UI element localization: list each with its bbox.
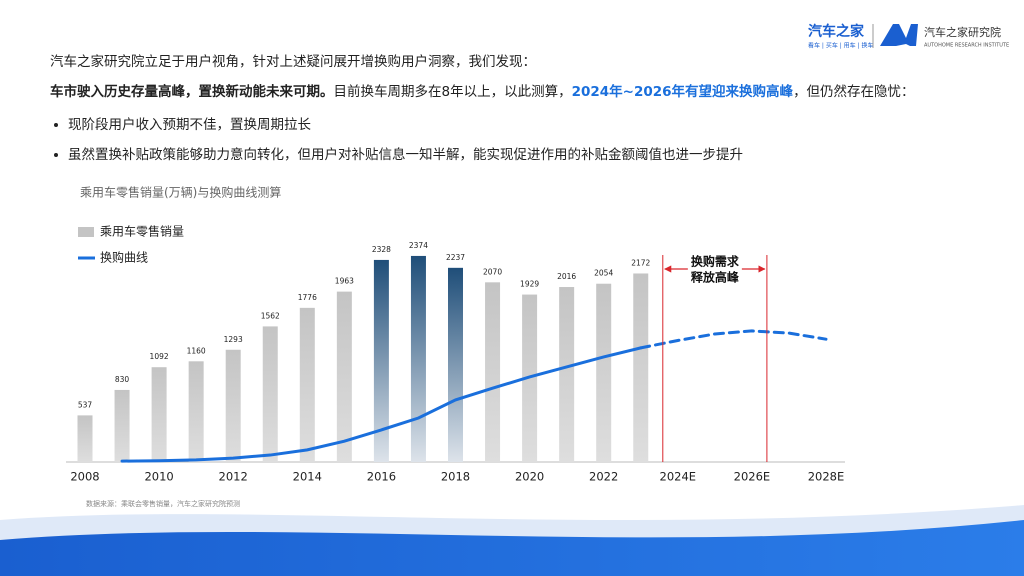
brand-tagline: 看车 | 买车 | 用车 | 换车: [808, 42, 874, 50]
bar: [485, 282, 501, 462]
x-tick-label: 2010: [144, 470, 173, 484]
legend-label: 乘用车零售销量: [100, 224, 184, 239]
finding-highlight: 2024年~2026年有望迎来换购高峰: [572, 83, 794, 100]
value-label: 2054: [594, 269, 613, 278]
x-tick-label: 2024E: [660, 470, 697, 484]
finding-text: 目前换车周期多在8年以上，以此测算，: [334, 83, 572, 100]
bullet: 虽然置换补贴政策能够助力意向转化，但用户对补贴信息一知半解，能实现促进作用的补贴…: [68, 146, 743, 163]
intro: 汽车之家研究院立足于用户视角，针对上述疑问展开增换购用户洞察，我们发现：: [50, 53, 536, 70]
bullet: 现阶段用户收入预期不佳，置换周期拉长: [68, 116, 311, 133]
chart: 2008 2010 2012 2014 2016 2018 2020 2022 2024E 202…: [66, 224, 845, 484]
value-label: 1160: [187, 346, 206, 355]
bullet-dot: [54, 123, 58, 127]
annotation-bg: [687, 270, 742, 286]
finding-text: ，但仍然存在隐忧：: [793, 83, 915, 100]
x-tick-label: 2014: [293, 470, 322, 484]
value-label: 1562: [261, 311, 280, 320]
x-tick-label: 2018: [441, 470, 470, 484]
bar: [559, 287, 575, 462]
brand: 汽车之家: [808, 23, 865, 40]
annotation-bg: [687, 254, 742, 270]
value-label: 2172: [631, 258, 650, 267]
annotation-text: 释放高峰: [691, 270, 740, 285]
bar: [262, 326, 278, 462]
institute: 汽车之家研究院: [924, 25, 1001, 39]
chart-title: 乘用车零售销量(万辆)与换购曲线测算: [80, 185, 281, 200]
institute-en: AUTOHOME RESEARCH INSTITUTE: [924, 43, 1009, 49]
x-tick-label: 2026E: [734, 470, 771, 484]
bullet-dot: [54, 153, 58, 157]
x-tick-label: 2028E: [808, 470, 845, 484]
bar: [410, 255, 426, 462]
x-tick-label: 2008: [70, 470, 99, 484]
value-label: 2237: [446, 253, 465, 262]
value-label: 1776: [298, 293, 317, 302]
bar: [225, 349, 241, 462]
x-tick-label: 2012: [219, 470, 248, 484]
bar: [633, 273, 649, 462]
value-label: 2070: [483, 267, 502, 276]
x-tick-label: 2016: [367, 470, 396, 484]
bar: [448, 267, 463, 462]
value-label: 1293: [224, 335, 243, 344]
bar: [373, 259, 389, 462]
value-label: 1963: [335, 277, 354, 286]
value-label: 1092: [150, 352, 169, 361]
finding-bold: 车市驶入历史存量高峰，置换新动能未来可期。: [50, 83, 334, 100]
wave: [0, 520, 1024, 576]
forecast-line: [639, 329, 828, 350]
bar: [77, 415, 93, 462]
legend-swatch: [78, 227, 94, 237]
value-label: 2328: [372, 245, 391, 254]
value-label: 537: [78, 400, 93, 409]
bar: [336, 291, 352, 462]
value-label: 1929: [520, 280, 539, 289]
bar: [188, 361, 204, 462]
bar: [151, 367, 167, 462]
legend-label: 换购曲线: [100, 250, 148, 265]
bar: [299, 307, 315, 462]
source: 数据来源：乘联会零售销量，汽车之家研究院预测: [86, 499, 240, 508]
value-label: 2374: [409, 241, 428, 250]
value-label: 2016: [557, 272, 576, 281]
x-tick-label: 2020: [515, 470, 544, 484]
annotation-text: 换购需求: [691, 254, 740, 269]
logo-icon: [880, 24, 918, 46]
x-tick-label: 2022: [589, 470, 618, 484]
line: [120, 346, 643, 463]
finding: 车市驶入历史存量高峰，置换新动能未来可期。目前换车周期多在8年以上，以此测算，2…: [50, 83, 915, 100]
bar: [114, 389, 130, 462]
bar: [596, 283, 612, 462]
value-label: 830: [115, 375, 130, 384]
